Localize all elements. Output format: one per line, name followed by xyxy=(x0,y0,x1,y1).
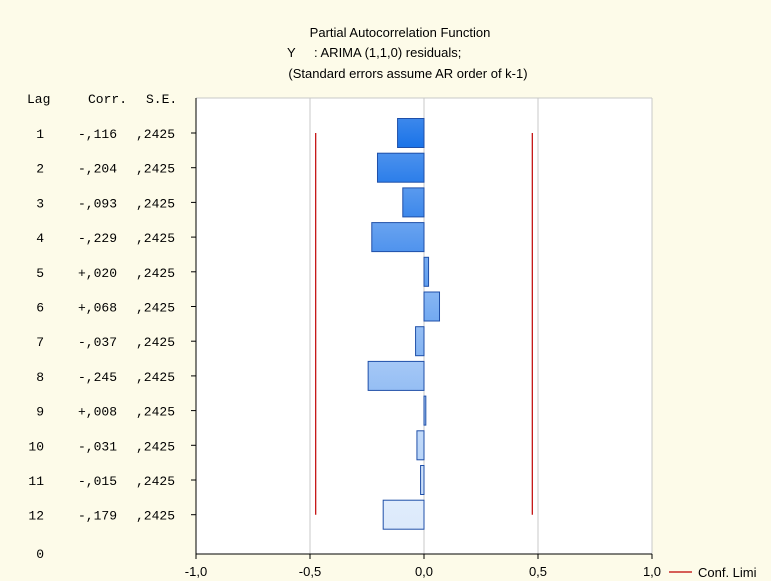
chart-subtitle-desc: : ARIMA (1,1,0) residuals; xyxy=(314,45,461,60)
row-corr-label: -,229 xyxy=(78,231,117,246)
row-se-label: ,2425 xyxy=(136,474,175,489)
row-corr-label: -,093 xyxy=(78,196,117,211)
x-tick-layer: -1,0 -0,5 0,0 0,5 1,0 xyxy=(185,554,661,579)
row-se-label: ,2425 xyxy=(136,231,175,246)
legend: Conf. Limi xyxy=(669,565,757,580)
row-lag-label: 12 xyxy=(28,509,44,524)
col-header-lag: Lag xyxy=(27,92,50,107)
row-se-label: ,2425 xyxy=(136,196,175,211)
col-header-corr: Corr. xyxy=(88,92,127,107)
row-lag-label: 9 xyxy=(36,405,44,420)
bar-lag-6 xyxy=(423,291,441,322)
row-corr-label: +,020 xyxy=(78,266,117,281)
row-lag-label: 3 xyxy=(36,196,44,211)
bar-lag-11 xyxy=(420,465,425,495)
chart-subtitle-var: Y xyxy=(287,45,296,60)
row-corr-label: -,116 xyxy=(78,127,117,142)
col-header-se: S.E. xyxy=(146,92,177,107)
row-corr-label: -,015 xyxy=(78,474,117,489)
chart-title: Partial Autocorrelation Function xyxy=(310,25,491,40)
chart-subtitle-note: (Standard errors assume AR order of k-1) xyxy=(288,66,527,81)
x-tick-label: 1,0 xyxy=(643,564,661,579)
bar-lag-3 xyxy=(402,187,425,218)
bar-lag-1 xyxy=(397,118,425,148)
x-tick-label: 0,5 xyxy=(529,564,547,579)
legend-label: Conf. Limi xyxy=(698,565,757,580)
row-lag-label: 1 xyxy=(36,127,44,142)
conf-limit-layer xyxy=(315,133,533,515)
row-corr-label: -,031 xyxy=(78,439,117,454)
bar-lag-4 xyxy=(371,222,425,253)
bar-lag-10 xyxy=(416,430,425,461)
row-corr-label: -,037 xyxy=(78,335,117,350)
row-se-label: ,2425 xyxy=(136,162,175,177)
x-tick-label: -0,5 xyxy=(299,564,321,579)
x-tick-label: 0,0 xyxy=(415,564,433,579)
row-label-layer: 1 -,116 ,2425 2 -,204 ,2425 3 -,093 ,2425 4 -,229,… xyxy=(28,127,196,562)
row-se-label: ,2425 xyxy=(136,370,175,385)
row-lag-label: 11 xyxy=(28,474,44,489)
bar-lag-5 xyxy=(423,256,430,287)
row-corr-label: -,204 xyxy=(78,162,117,177)
row-se-label: ,2425 xyxy=(136,301,175,316)
row-corr-label: +,068 xyxy=(78,301,117,316)
row-lag-label: 8 xyxy=(36,370,44,385)
bar-lag-9 xyxy=(423,395,427,426)
bar-lag-7 xyxy=(415,326,425,357)
row-zero-label: 0 xyxy=(36,547,44,562)
row-se-label: ,2425 xyxy=(136,439,175,454)
row-lag-label: 2 xyxy=(36,162,44,177)
row-se-label: ,2425 xyxy=(136,266,175,281)
row-lag-label: 5 xyxy=(36,266,44,281)
row-corr-label: +,008 xyxy=(78,405,117,420)
row-corr-label: -,245 xyxy=(78,370,117,385)
row-lag-label: 6 xyxy=(36,301,44,316)
bar-lag-8 xyxy=(367,360,425,391)
row-lag-label: 7 xyxy=(36,335,44,350)
row-se-label: ,2425 xyxy=(136,127,175,142)
row-lag-label: 4 xyxy=(36,231,44,246)
row-se-label: ,2425 xyxy=(136,509,175,524)
row-lag-label: 10 xyxy=(28,439,44,454)
x-tick-label: -1,0 xyxy=(185,564,207,579)
bar-lag-2 xyxy=(376,152,425,183)
bar-lag-12 xyxy=(382,499,425,530)
bar-layer xyxy=(367,118,441,530)
row-se-label: ,2425 xyxy=(136,335,175,350)
row-corr-label: -,179 xyxy=(78,509,117,524)
row-se-label: ,2425 xyxy=(136,405,175,420)
